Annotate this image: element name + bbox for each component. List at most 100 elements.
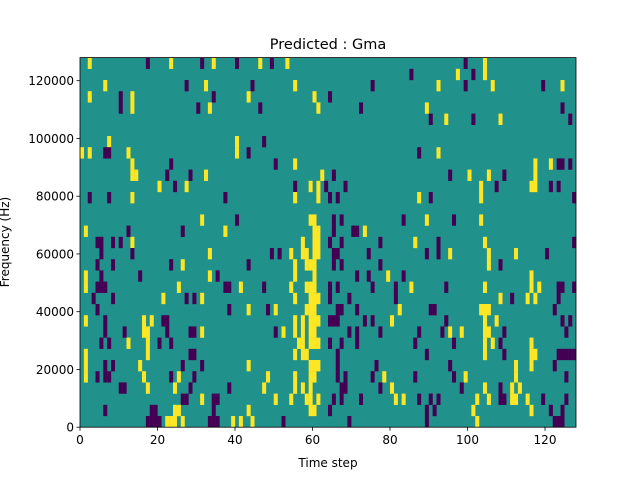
heatmap-cell-low [215, 393, 220, 405]
heatmap-cell-high [529, 337, 534, 349]
heatmap-cell-low [413, 337, 418, 349]
heatmap-cell-low [328, 91, 333, 103]
heatmap-cell-low [235, 57, 240, 69]
heatmap-cell-low [188, 348, 193, 361]
x-axis-ticks: 0 20 40 60 80 100 120 [76, 427, 556, 447]
heatmap-cell-low [339, 259, 344, 271]
heatmap-cell-low [331, 248, 336, 260]
heatmap-cell-high [130, 192, 135, 204]
heatmap-cell-high [235, 136, 240, 148]
heatmap-cell-low [258, 102, 263, 114]
heatmap-cell-high [145, 326, 150, 338]
heatmap-cell-low [223, 281, 228, 293]
heatmap-cell-high [320, 169, 325, 181]
heatmap-cell-high [316, 180, 321, 193]
heatmap-cell-high [486, 169, 491, 181]
heatmap-cell-high [471, 404, 476, 417]
heatmap-cell-high [130, 236, 135, 249]
heatmap-cell-low [339, 337, 344, 349]
heatmap-cell-high [300, 326, 305, 338]
heatmap-cell-high [312, 360, 317, 372]
heatmap-cell-low [149, 416, 154, 428]
heatmap-cell-low [165, 315, 170, 327]
heatmap-cell-high [312, 91, 317, 103]
heatmap-cell-low [378, 236, 383, 249]
heatmap-cell-low [207, 416, 212, 428]
heatmap-cell-low [87, 192, 92, 204]
x-axis-label: Time step [297, 456, 357, 470]
heatmap-cell-high [479, 214, 484, 226]
heatmap-cell-low [359, 102, 364, 114]
heatmap-cell-low [192, 292, 197, 305]
heatmap-cell-high [130, 158, 135, 170]
heatmap-cell-low [552, 304, 557, 316]
heatmap-cell-low [452, 337, 457, 349]
heatmap-cell-low [568, 315, 573, 327]
heatmap-cell-low [126, 225, 131, 237]
heatmap-cell-low [153, 404, 158, 417]
y-tick-label: 100000 [28, 132, 74, 146]
heatmap-cell-low [227, 382, 232, 394]
heatmap-cell-high [316, 360, 321, 372]
heatmap-cell-high [312, 404, 317, 417]
heatmap-cell-high [483, 326, 488, 338]
x-tick-label: 60 [305, 433, 320, 447]
heatmap-cell-high [235, 147, 240, 159]
heatmap-cell-low [200, 57, 205, 69]
heatmap-cell-low [192, 371, 197, 383]
heatmap-cell-low [355, 326, 360, 338]
heatmap-cell-low [192, 348, 197, 361]
heatmap-cell-high [490, 80, 495, 92]
heatmap-cell-low [266, 304, 271, 316]
heatmap-cell-high [560, 80, 565, 92]
heatmap-cell-low [335, 348, 340, 361]
heatmap-cell-high [184, 180, 189, 193]
heatmap-cell-low [572, 236, 577, 249]
heatmap-cell-low [428, 113, 433, 125]
heatmap-cell-low [428, 304, 433, 316]
heatmap-cell-high [207, 102, 212, 114]
heatmap-cell-low [370, 371, 375, 383]
heatmap-cell-high [386, 270, 391, 282]
heatmap-cell-low [459, 382, 464, 394]
heatmap-cell-low [95, 281, 100, 293]
heatmap-cell-high [308, 315, 313, 327]
heatmap-cell-high [304, 259, 309, 271]
heatmap-cell-low [103, 360, 108, 372]
heatmap-cell-high [87, 57, 92, 69]
heatmap-cell-high [300, 348, 305, 361]
heatmap-cell-low [448, 360, 453, 372]
heatmap-cell-low [444, 281, 449, 293]
heatmap-cell-low [169, 158, 174, 170]
heatmap-cell-low [180, 225, 185, 237]
heatmap-cell-low [107, 192, 112, 204]
heatmap-cell-high [126, 147, 131, 159]
heatmap-cell-high [483, 304, 488, 316]
heatmap-cell-low [227, 281, 232, 293]
heatmap-cell-low [370, 315, 375, 327]
heatmap-cell-low [374, 360, 379, 372]
heatmap-cell-low [95, 236, 100, 249]
heatmap-cell-high [87, 147, 92, 159]
heatmap-cell-high [293, 259, 298, 271]
heatmap-cell-high [479, 192, 484, 204]
heatmap-cell-high [467, 169, 472, 181]
heatmap-cell-high [436, 80, 441, 92]
heatmap-cell-low [211, 393, 216, 405]
heatmap-cell-low [436, 393, 441, 405]
heatmap-cell-high [223, 225, 228, 237]
y-tick-label: 0 [66, 421, 74, 435]
heatmap-cell-low [424, 248, 429, 260]
heatmap-cell-high [289, 393, 294, 405]
heatmap-cell-low [498, 337, 503, 349]
heatmap-cell-low [393, 292, 398, 305]
heatmap-cell-low [95, 304, 100, 316]
heatmap-cell-high [312, 248, 317, 260]
heatmap-cell-high [83, 348, 88, 361]
heatmap-cell-low [448, 169, 453, 181]
heatmap-cell-low [417, 393, 422, 405]
heatmap-cell-high [130, 169, 135, 181]
heatmap-cell-low [359, 393, 364, 405]
y-axis-label: Frequency (Hz) [0, 197, 12, 288]
heatmap-cell-high [180, 259, 185, 271]
